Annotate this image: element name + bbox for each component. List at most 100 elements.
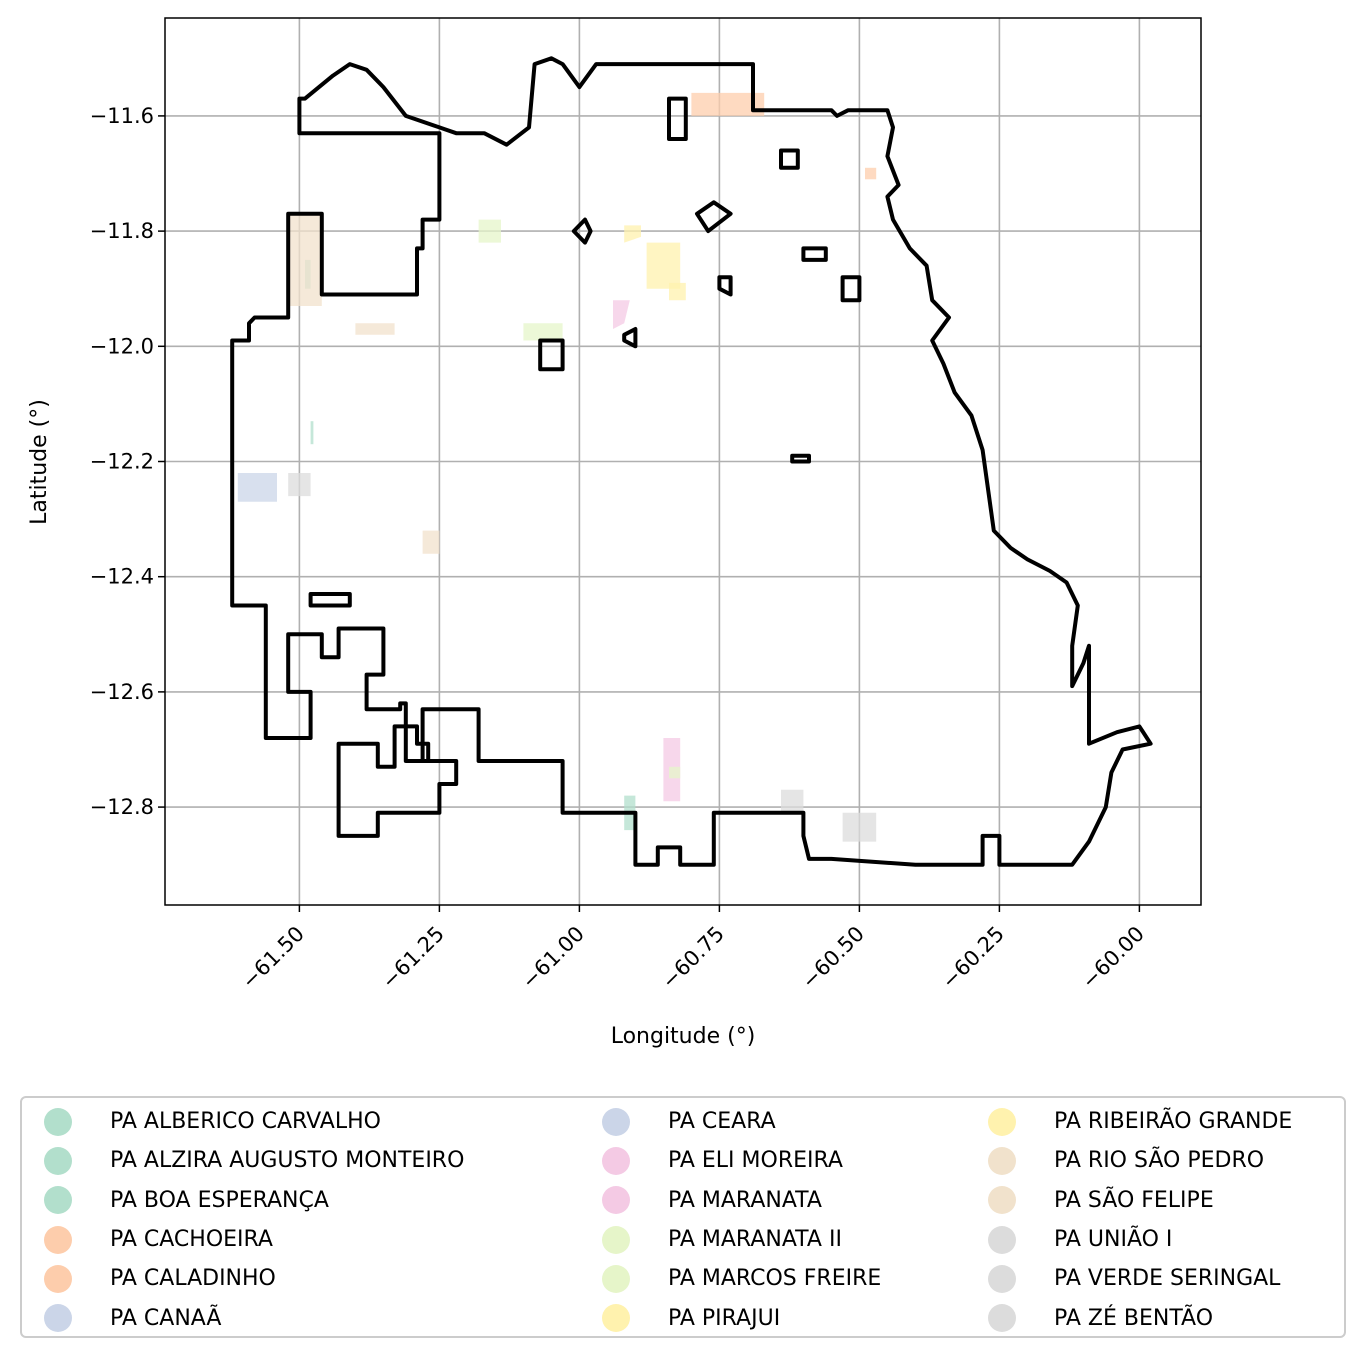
- x-tick-label: −60.50: [797, 922, 869, 994]
- settlement-pa-canaa: [237, 473, 277, 502]
- enclave-outlines: [308, 96, 862, 608]
- legend-label: PA ELI MOREIRA: [668, 1148, 843, 1174]
- enclave-outline: [779, 148, 800, 170]
- x-tick-label: −60.00: [1077, 922, 1149, 994]
- x-axis-ticks: −61.50 −61.25 −61.00 −60.75 −60.50 −60.25 −60.…: [237, 905, 1149, 993]
- legend-column-1: PA ALBERICO CARVALHO PA ALZIRA AUGUSTO MO…: [22, 1102, 464, 1338]
- settlement-pa-pirajui: [624, 225, 641, 243]
- y-tick-label: −12.6: [90, 680, 154, 704]
- y-axis-title: Latitude (°): [27, 399, 52, 525]
- legend-column-3: PA RIBEIRÃO GRANDE PA RIO SÃO PEDRO PA SÃO…: [966, 1102, 1292, 1338]
- legend-item: PA SÃO FELIPE: [966, 1181, 1292, 1220]
- legend-marker-icon: [44, 1304, 72, 1333]
- legend-marker-icon: [44, 1264, 72, 1293]
- x-axis-title: Longitude (°): [611, 1024, 756, 1049]
- y-tick-label: −12.0: [90, 334, 154, 358]
- legend-item: PA MARANATA: [580, 1181, 881, 1220]
- legend-label: PA SÃO FELIPE: [1054, 1187, 1214, 1213]
- enclave-outline: [717, 275, 733, 297]
- legend-column-2: PA CEARA PA ELI MOREIRA PA MARANATA PA MARA…: [580, 1102, 881, 1338]
- legend-label: PA CACHOEIRA: [110, 1227, 273, 1253]
- y-tick-label: −12.8: [90, 795, 154, 819]
- legend-item: PA CACHOEIRA: [22, 1220, 464, 1259]
- settlement-pa-caladinho: [865, 167, 877, 180]
- enclave-outline: [538, 338, 565, 372]
- legend-marker-icon: [988, 1225, 1016, 1254]
- settlement-pa-marcos-freire: [478, 219, 501, 243]
- legend-item: PA UNIÃO I: [966, 1220, 1292, 1259]
- legend-marker-icon: [988, 1304, 1016, 1333]
- y-tick-label: −12.4: [90, 565, 154, 589]
- settlement-pa-uniao-i: [781, 789, 804, 813]
- enclave-outline: [667, 96, 688, 141]
- legend-marker-icon: [602, 1146, 630, 1175]
- legend-item: PA PIRAJUI: [580, 1298, 881, 1337]
- legend-item: PA CANAÃ: [22, 1298, 464, 1337]
- legend-item: PA ALBERICO CARVALHO: [22, 1102, 464, 1141]
- legend-item: PA ALZIRA AUGUSTO MONTEIRO: [22, 1141, 464, 1180]
- legend-marker-icon: [602, 1264, 630, 1293]
- legend-label: PA RIO SÃO PEDRO: [1054, 1148, 1265, 1174]
- legend: PA ALBERICO CARVALHO PA ALZIRA AUGUSTO MO…: [20, 1096, 1346, 1338]
- legend-marker-icon: [988, 1146, 1016, 1175]
- legend-item: PA BOA ESPERANÇA: [22, 1181, 464, 1220]
- legend-item: PA CALADINHO: [22, 1259, 464, 1298]
- legend-marker-icon: [44, 1225, 72, 1254]
- legend-item: PA RIBEIRÃO GRANDE: [966, 1102, 1292, 1141]
- legend-label: PA MARANATA II: [668, 1227, 842, 1253]
- legend-label: PA PIRAJUI: [668, 1305, 781, 1331]
- x-tick-label: −61.50: [237, 922, 309, 994]
- y-axis-ticks: −11.6 −11.8 −12.0 −12.2 −12.4 −12.6 −12.8: [90, 104, 165, 819]
- legend-marker-icon: [988, 1264, 1016, 1293]
- enclave-outline: [801, 246, 828, 262]
- legend-label: PA CEARA: [668, 1109, 776, 1135]
- legend-item: PA MARCOS FREIRE: [580, 1259, 881, 1298]
- settlement-pa-maranata-ii: [669, 766, 681, 779]
- settlement-areas: [237, 92, 877, 842]
- settlement-pa-ze-bentao: [288, 473, 311, 497]
- enclave-outline: [790, 453, 811, 464]
- legend-marker-icon: [44, 1107, 72, 1136]
- legend-marker-icon: [44, 1186, 72, 1215]
- legend-marker-icon: [44, 1146, 72, 1175]
- y-tick-label: −11.8: [90, 219, 154, 243]
- legend-label: PA BOA ESPERANÇA: [110, 1187, 329, 1213]
- legend-item: PA ELI MOREIRA: [580, 1141, 881, 1180]
- enclave-outline: [571, 217, 593, 245]
- legend-label: PA MARANATA: [668, 1187, 822, 1213]
- x-tick-label: −60.25: [937, 922, 1009, 994]
- legend-item: PA ZÉ BENTÃO: [966, 1298, 1292, 1337]
- enclave-outline: [622, 327, 638, 349]
- legend-label: PA RIBEIRÃO GRANDE: [1054, 1109, 1293, 1135]
- settlement-pa-rio-sao-pedro: [355, 323, 395, 335]
- legend-item: PA RIO SÃO PEDRO: [966, 1141, 1292, 1180]
- legend-marker-icon: [988, 1186, 1016, 1215]
- legend-label: PA MARCOS FREIRE: [668, 1266, 882, 1292]
- legend-item: PA CEARA: [580, 1102, 881, 1141]
- legend-marker-icon: [602, 1225, 630, 1254]
- legend-label: PA ZÉ BENTÃO: [1054, 1305, 1214, 1331]
- settlement-pa-maranata: [613, 300, 630, 329]
- settlement-pa-verde-seringal: [842, 812, 877, 842]
- legend-item: PA VERDE SERINGAL: [966, 1259, 1292, 1298]
- enclave-outline: [840, 275, 862, 303]
- settlement-pa-sao-felipe: [422, 530, 440, 554]
- municipality-boundary: [230, 56, 1153, 867]
- legend-label: PA CANAÃ: [110, 1305, 222, 1331]
- settlement-pa-ribeirao-grande: [669, 282, 686, 301]
- x-tick-label: −61.00: [517, 922, 589, 994]
- legend-marker-icon: [602, 1304, 630, 1333]
- enclave-outline: [695, 200, 733, 234]
- legend-label: PA VERDE SERINGAL: [1054, 1266, 1281, 1292]
- settlement-pa-marcos-freire: [523, 323, 563, 341]
- y-tick-label: −12.2: [90, 450, 154, 474]
- settlement-pa-cachoeira: [691, 92, 765, 116]
- y-tick-label: −11.6: [90, 104, 154, 128]
- x-tick-label: −60.75: [657, 922, 729, 994]
- x-tick-label: −61.25: [377, 922, 449, 994]
- legend-label: PA CALADINHO: [110, 1266, 276, 1292]
- enclave-outline: [308, 592, 352, 608]
- grid-lines: [165, 18, 1201, 905]
- legend-marker-icon: [602, 1186, 630, 1215]
- settlement-pa-ribeirao-grande: [646, 242, 681, 289]
